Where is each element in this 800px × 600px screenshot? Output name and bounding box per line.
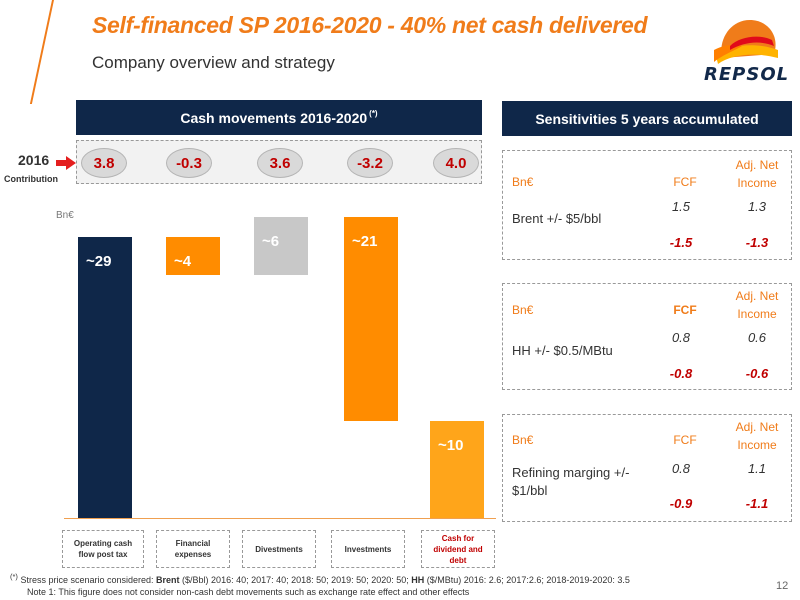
footnote: (*) Stress price scenario considered: Br… [10, 571, 630, 598]
sens-row-label: Brent +/- $5/bbl [512, 211, 602, 226]
sens-unit: Bn€ [512, 303, 534, 317]
sens-value-ani-pos: 0.6 [747, 330, 767, 345]
contribution-year: 2016 [18, 152, 50, 168]
sens-value-fcf-pos: 0.8 [671, 461, 691, 476]
chart-bar-label: ~29 [86, 252, 112, 270]
cash-header-text: Cash movements 2016-2020 [180, 109, 368, 126]
sens-value-ani-pos: 1.1 [747, 461, 767, 476]
sens-col-fcf: FCF [673, 303, 697, 317]
contribution-value: 3.6 [257, 148, 303, 178]
category-label: Investments [331, 530, 405, 568]
sens-value-ani-neg: -0.6 [745, 366, 769, 381]
contribution-value: -0.3 [166, 148, 212, 178]
cash-movements-header: Cash movements 2016-2020 (*) [76, 100, 482, 135]
category-label: Divestments [242, 530, 316, 568]
sens-col-fcf: FCF [673, 175, 697, 189]
footnote-line-2: Note 1: This figure does not consider no… [27, 587, 470, 597]
chart-bar [254, 217, 308, 276]
sens-value-fcf-neg: -0.9 [669, 496, 693, 511]
sensitivity-card-brent [502, 150, 792, 260]
sens-col-fcf: FCF [673, 433, 697, 447]
footnote-text-b: ($/Bbl) 2016: 40; 2017: 40; 2018: 50; 20… [182, 575, 409, 585]
chart-bar [344, 217, 398, 421]
chart-unit-label: Bn€ [56, 210, 74, 221]
chart-bar [166, 236, 220, 276]
sens-value-fcf-pos: 1.5 [671, 199, 691, 214]
category-label: Operating cash flow post tax [62, 530, 144, 568]
chart-bar [430, 421, 484, 518]
sens-unit: Bn€ [512, 175, 534, 189]
sens-value-fcf-neg: -1.5 [669, 235, 693, 250]
sens-value-ani-pos: 1.3 [747, 199, 767, 214]
footnote-text-a: Stress price scenario considered: [20, 575, 154, 585]
page-number: 12 [776, 580, 789, 592]
sens-value-fcf-pos: 0.8 [671, 330, 691, 345]
sens-row-label: HH +/- $0.5/MBtu [512, 343, 613, 358]
contribution-value: -3.2 [347, 148, 393, 178]
sens-col-adj-net-income: Adj. Net Income [735, 158, 779, 190]
category-label: Cash for dividend and debt [421, 530, 495, 568]
sens-row-label: Refining marging +/- $1/bbl [512, 465, 630, 498]
footnote-hh-label: HH [411, 575, 425, 585]
contribution-label: Contribution [4, 174, 58, 184]
contribution-value: 3.8 [81, 148, 127, 178]
sens-unit: Bn€ [512, 433, 534, 447]
chart-bar-label: ~10 [438, 437, 464, 454]
repsol-logo-icon [714, 20, 778, 64]
sens-value-ani-neg: -1.3 [745, 235, 769, 250]
sens-value-ani-neg: -1.1 [745, 496, 769, 511]
footnote-line-1: (*) Stress price scenario considered: Br… [10, 571, 630, 586]
footnote-text-c: ($/MBtu) 2016: 2.6; 2017:2.6; 2018-2019-… [426, 575, 630, 585]
sens-header-text: Sensitivities 5 years accumulated [535, 110, 759, 127]
page-title: Self-financed SP 2016-2020 - 40% net cas… [92, 12, 648, 38]
accent-line [29, 0, 54, 104]
contribution-value: 4.0 [433, 148, 479, 178]
chart-bar-label: ~6 [262, 233, 280, 251]
chart-bar-label: ~4 [174, 252, 192, 270]
chart-bar-label: ~21 [352, 233, 378, 251]
red-arrow-icon [56, 156, 76, 170]
sens-value-fcf-neg: -0.8 [669, 366, 693, 381]
footnote-mark: (*) [10, 572, 18, 581]
sens-col-adj-net-income: Adj. Net Income [735, 289, 779, 321]
page-subtitle: Company overview and strategy [92, 53, 335, 72]
logo-text: REPSOL [704, 64, 790, 85]
chart-baseline [64, 518, 496, 519]
cash-header-footnote-mark: (*) [369, 109, 378, 118]
chart-bar [78, 236, 132, 518]
footnote-brent-label: Brent [156, 575, 180, 585]
sens-col-adj-net-income: Adj. Net Income [735, 420, 779, 452]
sensitivity-card-hh [502, 283, 792, 390]
sensitivity-card-refining [502, 414, 792, 522]
category-label: Financial expenses [156, 530, 230, 568]
sensitivities-header: Sensitivities 5 years accumulated [502, 101, 792, 136]
